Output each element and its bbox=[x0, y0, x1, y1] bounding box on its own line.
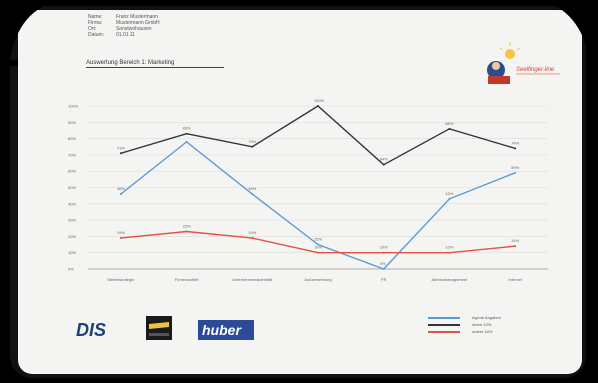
x-tick-label: Firmenauftritt bbox=[175, 277, 199, 282]
data-point bbox=[448, 251, 451, 254]
y-tick-label: 30% bbox=[68, 218, 76, 223]
data-point bbox=[251, 237, 254, 240]
y-tick-label: 80% bbox=[68, 136, 76, 141]
partner-logo bbox=[146, 316, 172, 340]
data-label: 43% bbox=[445, 191, 453, 196]
data-point bbox=[185, 140, 188, 143]
data-point bbox=[448, 127, 451, 130]
data-label: 0% bbox=[380, 261, 386, 266]
data-point bbox=[514, 245, 517, 248]
info-row: Name: Franz Mustermann bbox=[88, 14, 158, 20]
huber-logo: huber bbox=[198, 320, 254, 340]
data-point bbox=[317, 251, 319, 254]
data-point bbox=[382, 268, 385, 270]
x-tick-label: Unternehmensidentität bbox=[232, 277, 273, 282]
data-point bbox=[448, 197, 451, 200]
svg-text:huber: huber bbox=[202, 322, 242, 338]
y-tick-label: 90% bbox=[68, 120, 76, 125]
data-point bbox=[317, 105, 319, 107]
data-label: 10% bbox=[380, 245, 388, 250]
data-label: 83% bbox=[183, 126, 191, 131]
data-point bbox=[514, 147, 517, 150]
data-label: 14% bbox=[511, 238, 519, 243]
series-line bbox=[120, 140, 516, 270]
lightbulb-icon bbox=[505, 49, 515, 59]
x-tick-label: Werbestrategie bbox=[107, 277, 135, 282]
legend: eigene Angaben obere 10% untere 10% bbox=[428, 314, 501, 335]
data-label: 74% bbox=[511, 140, 519, 145]
data-label: 10% bbox=[445, 245, 453, 250]
info-row: Firma: Mustermann GmbH bbox=[88, 20, 160, 26]
data-point bbox=[317, 243, 319, 246]
report-subtitle: Auswertung Bereich 1: Marketing bbox=[86, 60, 175, 66]
y-tick-label: 20% bbox=[68, 234, 76, 239]
data-label: 64% bbox=[380, 157, 388, 162]
legend-item-eigene: eigene Angaben bbox=[428, 314, 501, 321]
dis-logo: DIS bbox=[74, 320, 130, 340]
data-label: 23% bbox=[183, 224, 191, 229]
data-label: 10% bbox=[314, 245, 322, 250]
info-row: Datum: 01.01.11 bbox=[88, 32, 136, 38]
series-line bbox=[120, 105, 516, 166]
svg-text:DIS: DIS bbox=[76, 320, 106, 340]
data-point bbox=[185, 132, 188, 135]
info-row: Ort: Sonstwohausen bbox=[88, 26, 152, 32]
data-label: 19% bbox=[248, 230, 256, 235]
y-tick-label: 60% bbox=[68, 169, 76, 174]
y-tick-label: 40% bbox=[68, 201, 76, 206]
data-label: 46% bbox=[248, 186, 256, 191]
data-point bbox=[382, 163, 385, 166]
data-point bbox=[382, 251, 385, 254]
svg-text:Seelfinger-line: Seelfinger-line bbox=[516, 67, 555, 73]
data-point bbox=[251, 193, 254, 196]
brand-logo: Seelfinger-line bbox=[487, 42, 560, 84]
data-label: 15% bbox=[314, 237, 322, 242]
data-point bbox=[185, 230, 188, 233]
x-tick-label: Adressmanagement bbox=[432, 277, 469, 282]
data-label: 19% bbox=[117, 230, 125, 235]
data-point bbox=[119, 193, 122, 196]
data-point bbox=[251, 145, 254, 148]
y-tick-label: 50% bbox=[68, 185, 76, 190]
info-block: Name: Franz Mustermann Firma: Mustermann G… bbox=[88, 14, 160, 38]
x-tick-label: PR bbox=[381, 277, 387, 282]
legend-item-untere: untere 10% bbox=[428, 328, 501, 335]
y-tick-label: 70% bbox=[68, 152, 76, 157]
data-label: 75% bbox=[248, 139, 256, 144]
data-label: 100% bbox=[314, 98, 325, 103]
y-tick-label: 0% bbox=[68, 267, 74, 272]
x-tick-label: Außenwerbung bbox=[304, 277, 331, 282]
data-point bbox=[514, 171, 517, 174]
data-label: 59% bbox=[511, 165, 519, 170]
y-tick-label: 100% bbox=[68, 104, 79, 109]
y-tick-label: 10% bbox=[68, 250, 76, 255]
data-label: 86% bbox=[445, 121, 453, 126]
data-point bbox=[119, 237, 122, 240]
data-label: 46% bbox=[117, 186, 125, 191]
data-point bbox=[119, 152, 122, 155]
legend-item-obere: obere 10% bbox=[428, 321, 501, 328]
data-label: 71% bbox=[117, 145, 125, 150]
x-tick-label: Internet bbox=[508, 277, 522, 282]
subtitle-underline bbox=[86, 67, 224, 68]
